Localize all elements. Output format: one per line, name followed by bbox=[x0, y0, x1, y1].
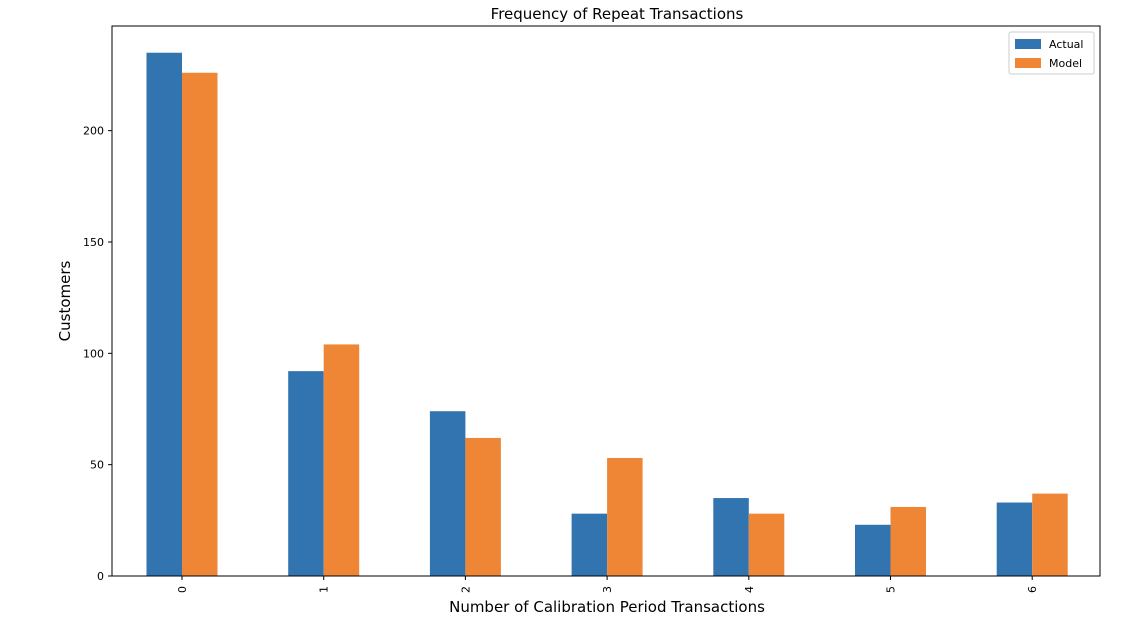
y-axis-title: Customers bbox=[56, 260, 74, 341]
bar-actual-0 bbox=[146, 52, 182, 577]
bar-model-2 bbox=[465, 437, 501, 576]
x-axis-title: Number of Calibration Period Transaction… bbox=[449, 598, 765, 616]
x-tick-label: 6 bbox=[1026, 586, 1039, 593]
x-tick-label: 5 bbox=[885, 586, 898, 593]
y-tick-label: 50 bbox=[90, 459, 104, 472]
legend-swatch-model bbox=[1015, 58, 1041, 68]
plot-frame bbox=[111, 25, 1101, 577]
y-tick-label: 0 bbox=[97, 570, 104, 583]
bar-actual-6 bbox=[996, 502, 1033, 576]
x-tick-label: 4 bbox=[743, 586, 756, 593]
bar-actual-1 bbox=[288, 371, 324, 576]
x-tick-label: 3 bbox=[601, 586, 614, 593]
bar-actual-5 bbox=[855, 524, 891, 576]
bars-layer bbox=[146, 52, 1068, 577]
chart-title: Frequency of Repeat Transactions bbox=[491, 5, 744, 23]
y-tick-label: 200 bbox=[83, 125, 104, 138]
y-axis: 0 50 100 150 200 bbox=[83, 125, 112, 583]
bar-model-4 bbox=[748, 513, 785, 576]
bar-model-6 bbox=[1032, 493, 1068, 576]
bar-actual-2 bbox=[429, 411, 466, 576]
bar-model-0 bbox=[182, 72, 218, 576]
legend-swatch-actual bbox=[1015, 39, 1041, 49]
bar-model-1 bbox=[323, 344, 360, 576]
x-tick-label: 0 bbox=[176, 586, 189, 593]
x-tick-label: 2 bbox=[459, 586, 472, 593]
legend-label-model: Model bbox=[1049, 57, 1082, 70]
y-tick-label: 150 bbox=[83, 236, 104, 249]
bar-actual-4 bbox=[713, 498, 749, 576]
bar-model-5 bbox=[890, 506, 926, 576]
legend-label-actual: Actual bbox=[1049, 38, 1083, 51]
plot-area bbox=[112, 26, 1100, 576]
legend: Actual Model bbox=[1008, 31, 1095, 75]
y-tick-label: 100 bbox=[83, 347, 104, 360]
x-tick-label: 1 bbox=[318, 586, 331, 593]
bar-model-3 bbox=[607, 457, 643, 576]
bar-actual-3 bbox=[571, 513, 608, 576]
x-axis: 0 1 2 3 4 5 6 bbox=[176, 576, 1039, 593]
